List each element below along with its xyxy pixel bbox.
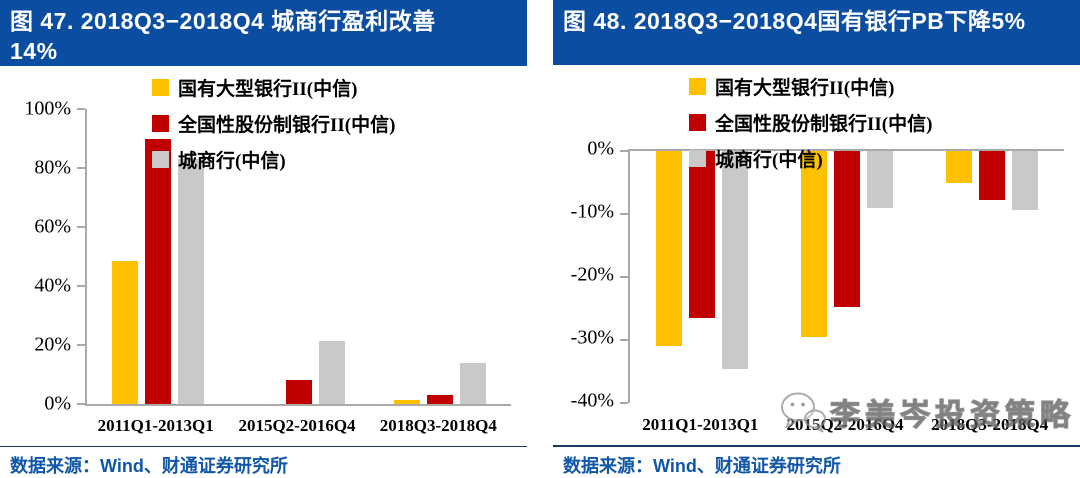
- bar: [978, 151, 1005, 201]
- legend-label: 城商行(中信): [715, 150, 823, 172]
- bar-group: [370, 109, 511, 404]
- y-axis-tick-label: -40%: [570, 389, 614, 412]
- y-axis-tick-label: 80%: [34, 156, 71, 179]
- axis-tick: [620, 213, 628, 216]
- legend-item: 国有大型银行II(中信): [689, 73, 932, 100]
- legend-swatch: [152, 115, 169, 132]
- axis-tick: [77, 226, 85, 228]
- x-axis-category-label: 2011Q1-2013Q1: [97, 416, 214, 435]
- legend-label: 全国性股份制银行II(中信): [715, 114, 933, 136]
- x-axis-labels: 2011Q1-2013Q1 2015Q2-2016Q4 2018Q3-2018Q4: [628, 415, 1062, 435]
- axis-tick: [77, 403, 85, 405]
- bar: [834, 151, 860, 308]
- bar: [945, 151, 972, 183]
- figure-48-panel: 图 48. 2018Q3−2018Q4国有银行PB下降5% 0% -10% -20%…: [553, 0, 1080, 478]
- bar: [177, 159, 204, 404]
- y-axis-tick-label: -20%: [570, 263, 614, 286]
- chart-legend: 国有大型银行II(中信) 全国性股份制银行II(中信) 城商行(中信): [152, 74, 395, 173]
- bar: [111, 260, 138, 404]
- x-axis-category-label: 2015Q2-2016Q4: [786, 415, 904, 435]
- plot-area: [77, 108, 511, 406]
- bar-group: [775, 151, 920, 403]
- chart-legend: 国有大型银行II(中信) 全国性股份制银行II(中信) 城商行(中信): [689, 73, 932, 172]
- data-source-note: 数据来源：Wind、财通证券研究所: [10, 456, 288, 476]
- y-axis-tick-label: -10%: [570, 200, 614, 223]
- x-axis-category-label: 2015Q2-2016Q4: [238, 416, 356, 435]
- bar-group: [87, 109, 228, 404]
- axis-tick: [620, 276, 628, 279]
- figure-47-title: 图 47. 2018Q3−2018Q4 城商行盈利改善 14%: [0, 0, 527, 66]
- figure-47-panel: 图 47. 2018Q3−2018Q4 城商行盈利改善 14% 100% 80% 6…: [0, 0, 527, 478]
- legend-label: 国有大型银行II(中信): [715, 78, 895, 100]
- figure-47-chart: 100% 80% 60% 40% 20% 0% 2011Q1-2013Q1 2015Q2-2…: [0, 66, 527, 446]
- axis-tick: [620, 150, 628, 153]
- figure-48-title: 图 48. 2018Q3−2018Q4国有银行PB下降5%: [553, 0, 1080, 66]
- y-axis-tick-label: 0%: [44, 392, 71, 415]
- bar-group: [228, 109, 369, 404]
- bar: [318, 340, 345, 404]
- legend-swatch: [689, 150, 706, 168]
- x-axis-category-label: 2011Q1-2013Q1: [642, 415, 759, 435]
- legend-item: 全国性股份制银行II(中信): [689, 109, 932, 136]
- bar: [144, 138, 171, 404]
- bar: [427, 395, 454, 404]
- y-axis-tick-label: 60%: [34, 215, 71, 238]
- legend-swatch: [152, 151, 169, 168]
- legend-label: 国有大型银行II(中信): [178, 79, 358, 100]
- plot-area: [620, 149, 1064, 405]
- x-axis-category-label: 2018Q3-2018Q4: [379, 416, 497, 435]
- bar: [394, 399, 421, 404]
- y-axis-tick-label: 0%: [587, 137, 614, 160]
- bar: [1011, 151, 1038, 210]
- legend-item: 全国性股份制银行II(中信): [152, 110, 395, 137]
- legend-swatch: [689, 78, 706, 96]
- y-axis: 0% -10% -20% -30% -40%: [553, 138, 620, 412]
- data-source-note: 数据来源：Wind、财通证券研究所: [563, 456, 841, 476]
- bar: [801, 151, 827, 337]
- bar: [689, 151, 716, 319]
- legend-swatch: [152, 79, 169, 96]
- y-axis-tick-label: -30%: [570, 326, 614, 349]
- axis-tick: [620, 402, 628, 405]
- axis-tick: [77, 167, 85, 169]
- x-axis-labels: 2011Q1-2013Q1 2015Q2-2016Q4 2018Q3-2018Q4: [85, 416, 509, 436]
- bar: [460, 362, 487, 404]
- bar-group: [919, 151, 1064, 403]
- bar: [285, 380, 312, 404]
- y-axis-tick-label: 40%: [34, 274, 71, 297]
- axis-tick: [77, 285, 85, 287]
- legend-item: 国有大型银行II(中信): [152, 74, 395, 101]
- y-axis-tick-label: 20%: [34, 333, 71, 356]
- x-axis-category-label: 2018Q3-2018Q4: [931, 415, 1049, 435]
- y-axis-tick-label: 100%: [24, 97, 71, 120]
- bar-groups: [630, 151, 1064, 403]
- legend-label: 城商行(中信): [178, 151, 286, 172]
- axis-tick: [77, 108, 85, 110]
- bar: [867, 151, 893, 208]
- footer-divider: [0, 446, 527, 447]
- legend-item: 城商行(中信): [689, 145, 932, 172]
- bar: [722, 151, 749, 369]
- legend-swatch: [689, 114, 706, 132]
- axis-tick: [77, 344, 85, 346]
- bar-groups: [87, 109, 511, 404]
- footer-divider: [553, 445, 1080, 447]
- bar: [656, 151, 683, 347]
- legend-item: 城商行(中信): [152, 146, 395, 173]
- legend-label: 全国性股份制银行II(中信): [178, 115, 396, 136]
- bar-group: [630, 151, 775, 403]
- axis-tick: [620, 339, 628, 342]
- y-axis: 100% 80% 60% 40% 20% 0%: [0, 98, 77, 415]
- figure-48-chart: 0% -10% -20% -30% -40% 2011Q1-2013Q1 2015Q2-2…: [553, 65, 1080, 445]
